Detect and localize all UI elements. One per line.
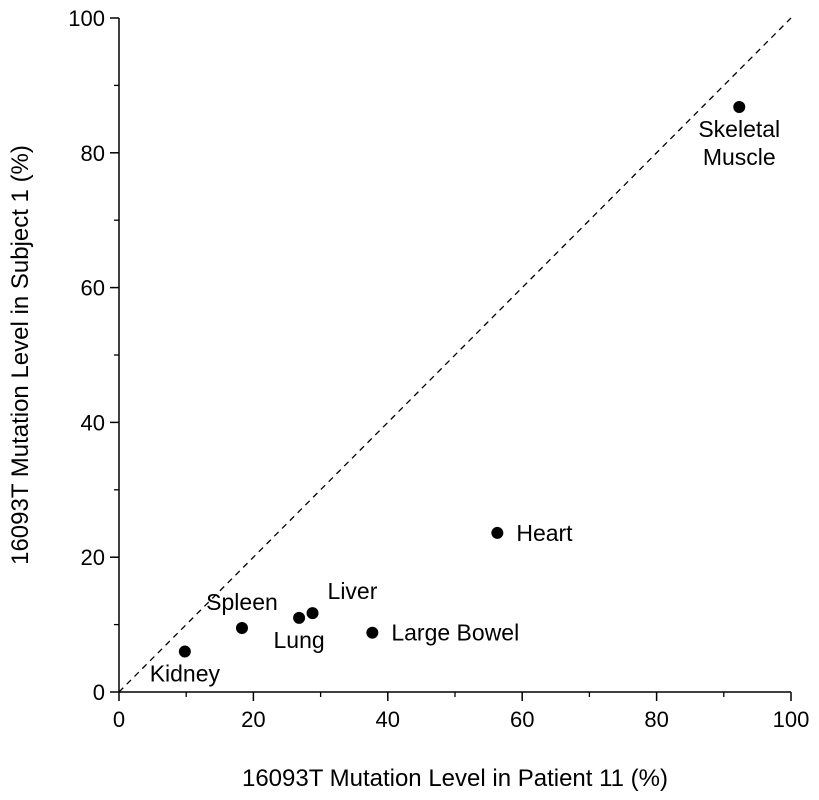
data-point-liver	[306, 607, 319, 620]
y-tick-label: 40	[81, 410, 105, 435]
y-tick-label: 20	[81, 545, 105, 570]
data-point-spleen	[235, 621, 248, 634]
data-point-large-bowel	[366, 626, 379, 639]
reference-line-layer	[118, 17, 792, 693]
point-label-skeletal-muscle: Skeletal Muscle	[698, 116, 780, 170]
identity-reference-line	[118, 17, 792, 693]
x-axis-title: 16093T Mutation Level in Patient 11 (%)	[242, 765, 668, 792]
data-point-kidney	[178, 645, 191, 658]
point-label-kidney: Kidney	[150, 661, 221, 687]
y-tick-label: 100	[68, 6, 105, 31]
x-tick-label: 80	[644, 707, 668, 732]
x-tick-label: 20	[241, 707, 265, 732]
point-label-liver: Liver	[328, 578, 378, 604]
data-point-heart	[491, 526, 504, 539]
point-label-spleen: Spleen	[206, 589, 278, 615]
x-tick-label: 100	[773, 707, 810, 732]
point-label-large-bowel: Large Bowel	[391, 620, 519, 646]
ticks-layer: 0 20 40 60 80 100 0 20 40 60 80 100	[68, 6, 809, 732]
x-tick-label: 40	[376, 707, 400, 732]
y-tick-label: 60	[81, 276, 105, 301]
y-tick-label: 0	[93, 680, 105, 705]
point-label-heart: Heart	[516, 520, 573, 546]
y-axis-title: 16093T Mutation Level in Subject 1 (%)	[7, 145, 34, 565]
points-layer	[178, 100, 746, 658]
data-point-skeletal-muscle	[733, 100, 746, 113]
point-label-lung: Lung	[274, 627, 325, 653]
x-tick-label: 0	[113, 707, 125, 732]
data-point-lung	[293, 611, 306, 624]
x-tick-label: 60	[510, 707, 534, 732]
y-tick-label: 80	[81, 141, 105, 166]
